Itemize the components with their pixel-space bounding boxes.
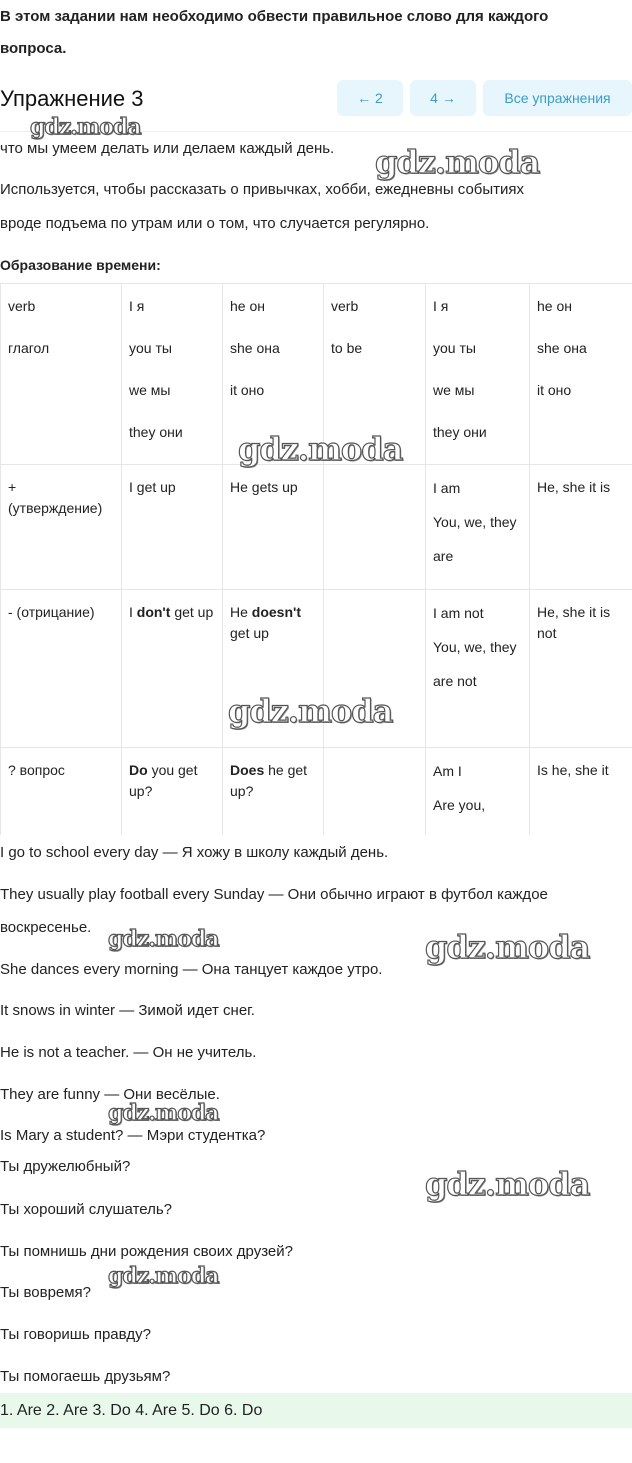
sentence: I go to school every day — Я хожу в школ… [0, 844, 389, 861]
cell-text: we мы [433, 382, 475, 398]
cell-line: I am not [433, 605, 484, 621]
paragraph: Используется, чтобы рассказать о привычк… [0, 181, 525, 198]
cell-text: Do you get up? [121, 747, 223, 835]
divider [0, 131, 632, 132]
watermark: gdz.moda [237, 429, 404, 468]
cell-text: you ты [433, 340, 476, 356]
table-row: ? вопрос Do you get up? Does he get up? … [0, 747, 632, 835]
sentence: They usually play football every Sunday … [0, 886, 548, 903]
cell-text: to be [331, 340, 363, 356]
section-label: Образование времени: [0, 257, 161, 273]
cell-text: it оно [230, 382, 265, 398]
cell-text: - (отрицание) [0, 589, 122, 748]
prev-exercise-button[interactable]: ← 2 [337, 80, 403, 116]
cell-text: she она [537, 340, 587, 356]
cell-text: + (утверждение) [0, 464, 122, 590]
cell-text: I don't get up [121, 589, 223, 748]
watermark: gdz.moda [424, 1164, 591, 1203]
cell-text [323, 589, 426, 748]
sentence: They are funny — Они весёлые. [0, 1086, 220, 1103]
cell-text: Am I Are you, [425, 747, 530, 835]
cell-text [323, 464, 426, 590]
cell-text: Is he, she it [529, 747, 632, 835]
cell-text: I am You, we, they are [425, 464, 530, 590]
cell-line: You, we, they are [433, 514, 517, 564]
all-exercises-button[interactable]: Все упражнения [483, 80, 632, 116]
cell-text: Does he get up? [222, 747, 324, 835]
cell-text: they они [433, 424, 487, 440]
watermark: gdz.moda [29, 113, 142, 140]
watermark: gdz.moda [107, 925, 220, 952]
watermark: gdz.moda [374, 142, 541, 181]
cell-text [323, 747, 426, 835]
sentence: Ты помогаешь друзьям? [0, 1368, 171, 1385]
watermark: gdz.moda [424, 927, 591, 966]
grammar-table: verb глагол I я you ты we мы they они he он s… [0, 283, 632, 835]
next-exercise-button[interactable]: 4 → [410, 80, 476, 116]
sentence: It snows in winter — Зимой идет снег. [0, 1002, 255, 1019]
sentence: Is Mary a student? — Мэри студентка? [0, 1127, 266, 1144]
cell-line: Am I [433, 763, 462, 779]
watermark: gdz.moda [227, 691, 394, 730]
cell-text: he он [537, 298, 572, 314]
cell-text: He doesn't get up [222, 589, 324, 748]
cell-text: we мы [129, 382, 171, 398]
intro-text: В этом задании нам необходимо обвести пр… [0, 8, 549, 25]
cell-text: He gets up [222, 464, 324, 590]
sentence: Ты говоришь правду? [0, 1326, 152, 1343]
paragraph: вроде подъема по утрам или о том, что сл… [0, 215, 430, 232]
table-row: verb глагол I я you ты we мы they они he он s… [0, 283, 632, 465]
cell-text: I get up [121, 464, 223, 590]
watermark: gdz.moda [107, 1262, 220, 1289]
sentence: Ты хороший слушатель? [0, 1201, 173, 1218]
table-row: + (утверждение) I get up He gets up I am… [0, 464, 632, 590]
cell-text: she она [230, 340, 280, 356]
cell-line: You, we, they are not [433, 639, 517, 689]
cell-text: I am not You, we, they are not [425, 589, 530, 748]
cell-text: verb [331, 298, 359, 314]
cell-text: verb [8, 298, 36, 314]
cell-text: I я [129, 298, 145, 314]
sentence: He is not a teacher. — Он не учитель. [0, 1044, 257, 1061]
cell-text: I я [433, 298, 449, 314]
cell-line: Are you, [433, 797, 486, 813]
sentence: Ты вовремя? [0, 1284, 92, 1301]
cell-text: it оно [537, 382, 572, 398]
cell-text: he он [230, 298, 265, 314]
watermark: gdz.moda [107, 1099, 220, 1126]
table-row: - (отрицание) I don't get up He doesn't … [0, 589, 632, 748]
paragraph: что мы умеем делать или делаем каждый де… [0, 140, 335, 157]
answer-box [0, 1393, 632, 1428]
sentence: She dances every morning — Она танцует к… [0, 961, 383, 978]
cell-line: I am [433, 480, 461, 496]
cell-text: ? вопрос [0, 747, 122, 835]
cell-text: you ты [129, 340, 172, 356]
sentence: Ты дружелюбный? [0, 1158, 131, 1175]
page-title: Упражнение 3 [0, 86, 144, 111]
sentence: воскресенье. [0, 919, 92, 936]
sentence: Ты помнишь дни рождения своих друзей? [0, 1243, 293, 1260]
cell-text: He, she it is not [529, 589, 632, 748]
answer-text: 1. Are 2. Are 3. Do 4. Are 5. Do 6. Do [0, 1402, 263, 1419]
cell-text: глагол [8, 340, 50, 356]
cell-text: He, she it is [529, 464, 632, 590]
cell-text: they они [129, 424, 183, 440]
intro-text-2: вопроса. [0, 40, 67, 57]
